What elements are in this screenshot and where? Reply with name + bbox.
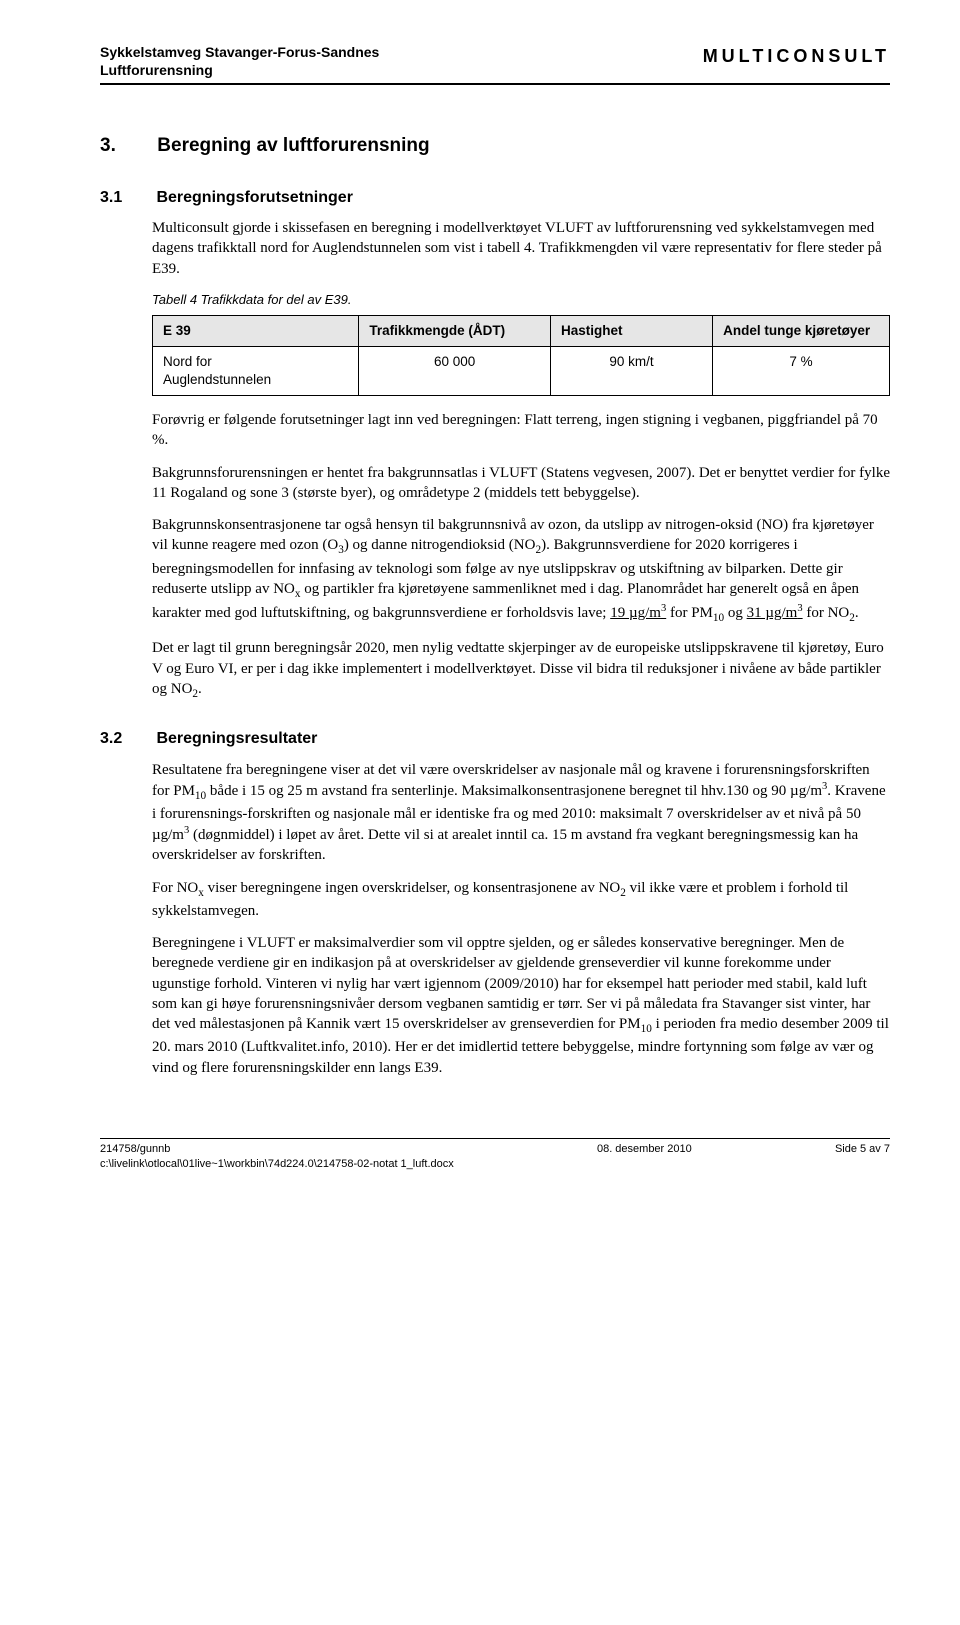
s31-p5-end: . <box>198 681 202 697</box>
footer-left-l1: 214758/gunnb <box>100 1142 454 1157</box>
s31-p2: Forøvrig er følgende forutsetninger lagt… <box>152 410 890 451</box>
section-31-title: Beregningsforutsetninger <box>156 189 352 206</box>
s32-p1-d: (døgnmiddel) i løpet av året. Dette vil … <box>152 827 858 863</box>
s31-p4-e: for PM <box>666 605 713 621</box>
s31-p4-f: og <box>724 605 747 621</box>
s31-p4-u2-txt: 31 µg/m <box>747 605 798 621</box>
table4-r1-label-l1: Nord for <box>163 354 212 369</box>
table4: E 39 Trafikkmengde (ÅDT) Hastighet Andel… <box>152 315 890 397</box>
section-3-title: Beregning av luftforurensning <box>157 135 429 156</box>
section-31-body: Multiconsult gjorde i skissefasen en ber… <box>100 218 890 702</box>
header-title-1: Sykkelstamveg Stavanger-Forus-Sandnes <box>100 44 379 62</box>
section-3-heading: 3. Beregning av luftforurensning <box>100 133 890 159</box>
s31-p4-u1: 19 µg/m3 <box>610 605 666 621</box>
footer-left-l2: c:\livelink\otlocal\01live~1\workbin\74d… <box>100 1157 454 1172</box>
table4-h2: Hastighet <box>550 315 712 346</box>
s31-p1: Multiconsult gjorde i skissefasen en ber… <box>152 218 890 279</box>
section-31-number: 3.1 <box>100 187 152 209</box>
s31-p4-b: ) og danne nitrogendioksid (NO <box>344 537 536 553</box>
s32-p2-a: For NO <box>152 880 198 896</box>
header-brand: MULTICONSULT <box>703 44 890 68</box>
s32-p3: Beregningene i VLUFT er maksimalverdier … <box>152 933 890 1078</box>
table4-r1-label-l2: Auglendstunnelen <box>163 372 271 387</box>
s31-p5: Det er lagt til grunn beregningsår 2020,… <box>152 638 890 702</box>
s32-p1-b: både i 15 og 25 m avstand fra senterlinj… <box>206 783 822 799</box>
table4-caption: Tabell 4 Trafikkdata for del av E39. <box>152 291 890 309</box>
table4-h0: E 39 <box>153 315 359 346</box>
s31-p4: Bakgrunnskonsentrasjonene tar også hensy… <box>152 515 890 626</box>
table4-r1-heavy: 7 % <box>713 346 890 395</box>
s31-p5-a: Det er lagt til grunn beregningsår 2020,… <box>152 640 884 697</box>
header-title-2: Luftforurensning <box>100 62 379 80</box>
header-rule <box>100 83 890 85</box>
section-32-body: Resultatene fra beregningene viser at de… <box>100 760 890 1078</box>
footer-right: Side 5 av 7 <box>835 1142 890 1172</box>
s32-p2: For NOx viser beregningene ingen overskr… <box>152 878 890 921</box>
header-left: Sykkelstamveg Stavanger-Forus-Sandnes Lu… <box>100 44 379 79</box>
table-row: Nord for Auglendstunnelen 60 000 90 km/t… <box>153 346 890 395</box>
s31-p4-h: . <box>855 605 859 621</box>
s31-p4-u1-txt: 19 µg/m <box>610 605 661 621</box>
page-footer: 214758/gunnb c:\livelink\otlocal\01live~… <box>100 1138 890 1172</box>
table4-h1: Trafikkmengde (ÅDT) <box>359 315 551 346</box>
section-32-number: 3.2 <box>100 728 152 750</box>
s32-p2-b: viser beregningene ingen overskridelser,… <box>204 880 620 896</box>
section-31-heading: 3.1 Beregningsforutsetninger <box>100 187 890 209</box>
table4-header-row: E 39 Trafikkmengde (ÅDT) Hastighet Andel… <box>153 315 890 346</box>
section-32-heading: 3.2 Beregningsresultater <box>100 728 890 750</box>
table4-r1-label: Nord for Auglendstunnelen <box>153 346 359 395</box>
table4-h3: Andel tunge kjøretøyer <box>713 315 890 346</box>
s31-p4-g: for NO <box>803 605 850 621</box>
footer-left: 214758/gunnb c:\livelink\otlocal\01live~… <box>100 1142 454 1172</box>
footer-center: 08. desember 2010 <box>597 1142 692 1172</box>
s32-p1: Resultatene fra beregningene viser at de… <box>152 760 890 866</box>
s31-p3: Bakgrunnsforurensningen er hentet fra ba… <box>152 463 890 504</box>
table4-r1-speed: 90 km/t <box>550 346 712 395</box>
table4-r1-adt: 60 000 <box>359 346 551 395</box>
s31-p4-u2: 31 µg/m3 <box>747 605 803 621</box>
section-32-title: Beregningsresultater <box>156 730 317 747</box>
page-header: Sykkelstamveg Stavanger-Forus-Sandnes Lu… <box>100 44 890 79</box>
section-3-number: 3. <box>100 133 152 159</box>
